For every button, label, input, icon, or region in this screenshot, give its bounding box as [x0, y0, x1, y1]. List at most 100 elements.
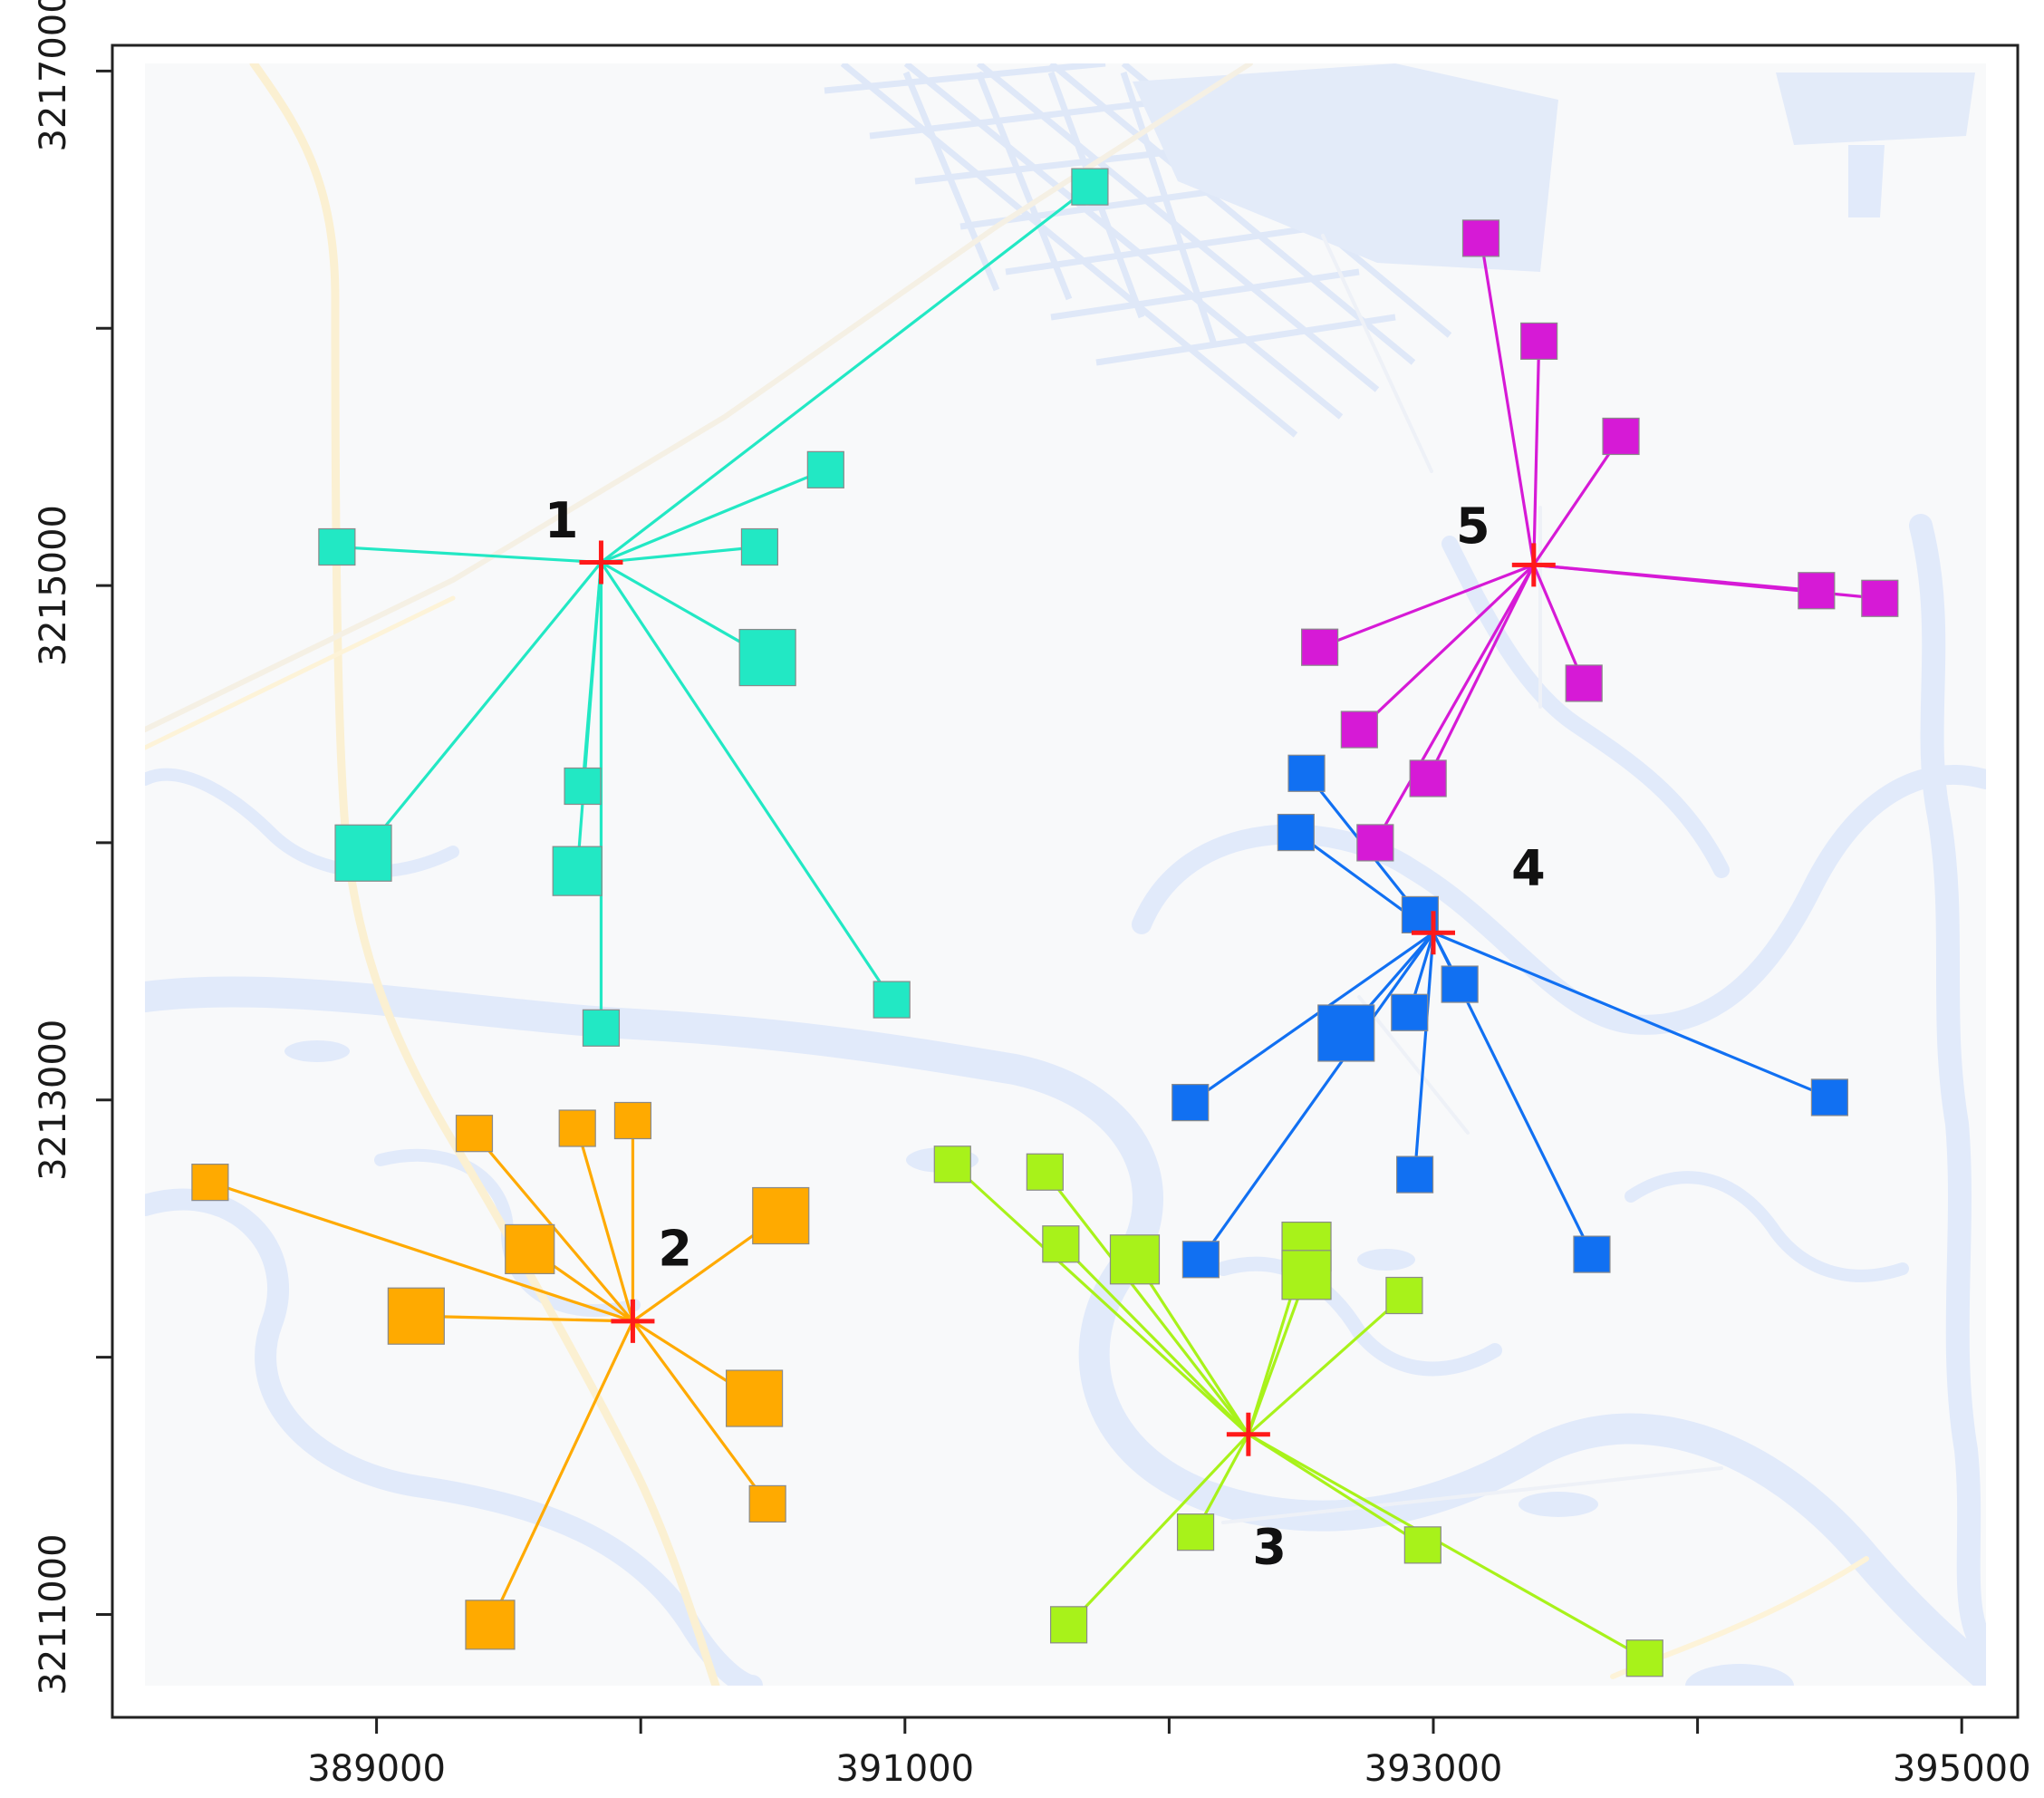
basemap [145, 63, 1986, 1686]
cluster-2-point [505, 1223, 555, 1275]
cluster-5-point [1861, 579, 1899, 617]
cluster-5-label: 5 [1456, 498, 1490, 555]
spoke-line-cluster-3 [1059, 1242, 1250, 1436]
spoke-line-cluster-5 [1532, 341, 1541, 566]
cluster-labels: 1 2 3 4 5 [545, 492, 1546, 1576]
cluster-4-label: 4 [1511, 839, 1546, 896]
cluster-1-point [1071, 168, 1109, 206]
spoke-line-cluster-2 [209, 1181, 633, 1323]
cluster-5-point [1520, 322, 1558, 361]
field-grid [824, 63, 1452, 438]
field-block-right [1776, 72, 1975, 145]
cluster-5-point [1409, 759, 1447, 798]
cluster-5-point [1301, 628, 1339, 666]
cluster-3-point [1403, 1526, 1441, 1564]
cluster-5-point [1565, 664, 1603, 702]
spoke-line-cluster-1 [362, 561, 603, 855]
cluster-5-point [1340, 710, 1378, 749]
cluster-4-center-marker [1412, 911, 1455, 955]
spoke-line-cluster-2 [488, 1320, 634, 1626]
cluster-1-point [740, 527, 779, 566]
cluster-1-point [334, 824, 392, 882]
plot-frame [111, 44, 2020, 1719]
cluster-1-point [806, 450, 844, 488]
cluster-2-point [613, 1101, 652, 1140]
spoke-line-cluster-2 [575, 1127, 634, 1322]
cluster-4-point [1391, 993, 1429, 1031]
cluster-5-point [1602, 417, 1640, 456]
cluster-centers [579, 540, 1556, 1456]
spoke-line-cluster-4 [1412, 933, 1435, 1175]
cluster-1-point [738, 628, 796, 687]
cluster-4-point [1441, 965, 1479, 1003]
cluster-3-point [1625, 1639, 1663, 1677]
y-tick-label: 3213000 [33, 1020, 74, 1181]
cluster-1-point [564, 767, 602, 806]
spoke-line-cluster-1 [600, 185, 1091, 564]
cluster-3-point [1026, 1153, 1064, 1191]
spoke-line-cluster-4 [1432, 931, 1831, 1099]
y-tick-label: 3215000 [33, 505, 74, 666]
spoke-line-cluster-2 [416, 1314, 633, 1323]
field-block-strip [1848, 145, 1885, 218]
cluster-2-point [725, 1369, 784, 1427]
spoke-line-cluster-1 [601, 545, 760, 565]
cluster-3-point [1176, 1513, 1215, 1552]
spoke-line-cluster-3 [1248, 1433, 1424, 1547]
axis-ticks [96, 69, 1963, 1734]
cluster-2-point [748, 1484, 786, 1523]
cluster-points [191, 168, 1899, 1677]
cluster-5-point [1356, 824, 1394, 862]
spoke-line-cluster-2 [632, 1320, 769, 1505]
x-tick-label: 389000 [307, 1748, 446, 1790]
cluster-4-point [1810, 1078, 1849, 1116]
spoke-line-cluster-5 [1374, 564, 1536, 844]
cluster-2-point [455, 1115, 494, 1153]
cluster-5-point [1798, 572, 1836, 610]
cluster-4-point [1277, 813, 1315, 852]
cluster-1-point [318, 527, 356, 566]
spoke-line-cluster-5 [1532, 564, 1586, 684]
cluster-1-center-marker [579, 540, 623, 585]
cluster-5-point [1461, 219, 1500, 257]
cluster-3-point [1109, 1234, 1161, 1285]
y-tick-label: 3211000 [33, 1533, 74, 1695]
spoke-line-cluster-5 [1319, 563, 1535, 649]
cluster-1-point [582, 1009, 621, 1047]
spoke-line-cluster-3 [1248, 1433, 1646, 1660]
spoke-line-cluster-1 [575, 562, 603, 872]
cluster-1-label: 1 [545, 492, 579, 549]
spoke-lines [209, 185, 1880, 1660]
cluster-1-point [552, 846, 603, 896]
cluster-2-label: 2 [658, 1220, 692, 1277]
spoke-line-cluster-1 [600, 468, 826, 565]
cluster-4-point [1395, 1155, 1434, 1194]
x-tick-label: 395000 [1893, 1748, 2031, 1790]
spoke-line-cluster-4 [1200, 932, 1435, 1261]
spoke-line-cluster-3 [1247, 1294, 1405, 1436]
x-tick-label: 391000 [835, 1748, 974, 1790]
spoke-line-cluster-5 [1358, 564, 1535, 731]
cluster-2-point [191, 1164, 229, 1202]
spoke-line-cluster-4 [1189, 931, 1434, 1104]
cluster-3-point [1042, 1225, 1080, 1263]
spoke-line-cluster-3 [1044, 1171, 1250, 1436]
spoke-line-cluster-1 [600, 561, 893, 1000]
cluster-2-center-marker [611, 1299, 655, 1343]
cluster-4-point [1317, 1004, 1375, 1062]
cluster-4-point [1573, 1235, 1611, 1273]
spoke-line-cluster-3 [1247, 1274, 1308, 1436]
cluster-5-center-marker [1511, 543, 1556, 587]
cluster-1-point [873, 981, 911, 1019]
cluster-3-label: 3 [1252, 1519, 1287, 1576]
spoke-line-cluster-5 [1426, 564, 1536, 779]
x-axis-tick-labels: 389000 391000 393000 395000 [307, 1748, 2030, 1790]
cluster-3-point [933, 1146, 971, 1184]
spoke-line-cluster-5 [1479, 237, 1536, 566]
cluster-4-point [1287, 754, 1326, 792]
basemap-land [145, 63, 1986, 1686]
cluster-4-point [1181, 1241, 1220, 1279]
cluster-3-point [1281, 1250, 1332, 1300]
spoke-line-cluster-1 [336, 545, 602, 565]
cluster-4-point [1171, 1084, 1210, 1122]
